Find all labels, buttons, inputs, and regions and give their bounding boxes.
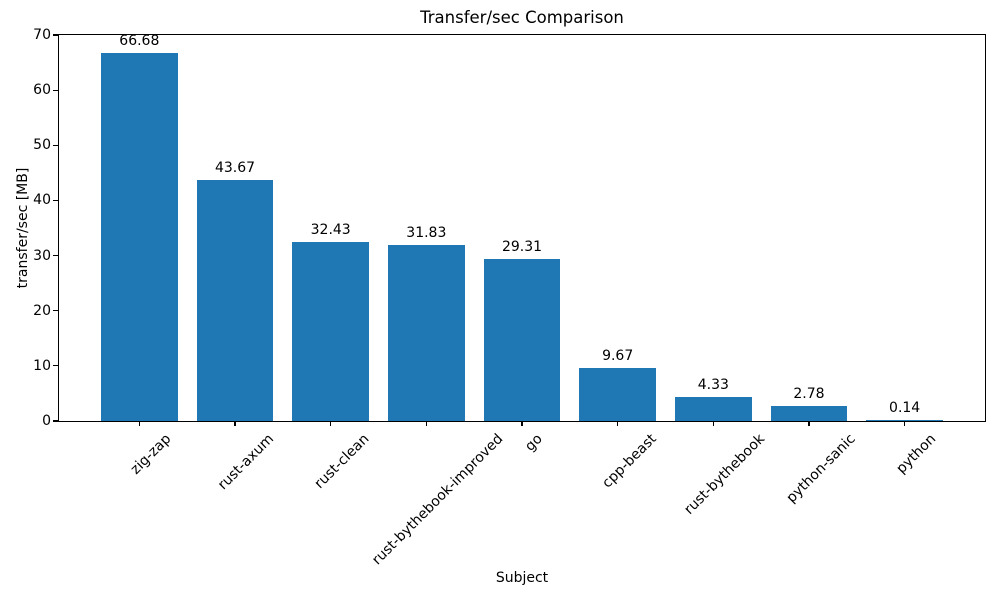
y-tick-label: 20 — [33, 302, 51, 319]
x-tick-mark — [808, 421, 810, 426]
x-tick-mark — [712, 421, 714, 426]
chart-title: Transfer/sec Comparison — [420, 8, 624, 27]
y-tick-mark — [53, 254, 58, 257]
x-tick-mark — [904, 421, 906, 426]
y-tick-label: 10 — [33, 357, 51, 374]
x-tick-mark — [617, 421, 619, 426]
bar — [388, 245, 465, 421]
bar-value-label: 66.68 — [119, 33, 160, 50]
y-tick-label: 40 — [33, 192, 51, 209]
x-axis-label: Subject — [495, 570, 549, 586]
y-tick-mark — [53, 144, 58, 146]
y-tick-label: 70 — [33, 27, 51, 43]
bar — [292, 242, 369, 421]
x-tick-mark — [521, 421, 523, 426]
x-tick-mark — [138, 421, 140, 426]
bar — [770, 405, 848, 421]
y-tick-label: 30 — [33, 247, 51, 264]
bar-value-label: 31.83 — [406, 225, 447, 242]
y-tick-mark — [53, 199, 58, 202]
y-tick-label: 50 — [33, 137, 51, 154]
x-tick-label: python — [893, 431, 940, 477]
bar-value-label: 9.67 — [602, 347, 634, 364]
x-tick-mark — [234, 421, 236, 426]
bar — [196, 180, 274, 421]
y-tick-label: 0 — [42, 413, 51, 429]
x-tick-label: rust-bythebook-improved — [369, 431, 507, 569]
bar-value-label: 29.31 — [501, 239, 543, 256]
x-tick-label: zig-zap — [127, 431, 175, 478]
x-tick-label: cpp-beast — [599, 431, 660, 492]
bar — [483, 259, 561, 421]
plot-area: Transfer/sec Comparison transfer/sec [MB… — [15, 8, 986, 586]
bar — [675, 397, 752, 421]
bar-value-label: 32.43 — [310, 222, 351, 239]
y-tick-mark — [53, 365, 58, 367]
bar-value-label: 0.14 — [889, 400, 921, 417]
x-tick-label: go — [522, 431, 546, 455]
bar-value-label: 4.33 — [697, 377, 729, 394]
x-tick-label: rust-clean — [311, 431, 373, 492]
x-tick-mark — [330, 421, 332, 426]
y-tick-mark — [53, 420, 58, 422]
bar — [579, 367, 656, 421]
y-tick-mark — [53, 89, 58, 91]
y-tick-mark — [53, 310, 58, 312]
y-tick-mark — [53, 34, 58, 36]
x-tick-label: rust-bythebook — [681, 431, 769, 518]
x-tick-label: python-sanic — [783, 431, 859, 507]
bar-value-label: 43.67 — [214, 160, 256, 177]
y-tick-label: 60 — [33, 82, 51, 99]
bar-value-label: 2.78 — [793, 385, 825, 402]
bar — [866, 420, 943, 421]
x-tick-mark — [425, 421, 427, 426]
bar — [101, 53, 178, 421]
x-tick-label: rust-axum — [215, 431, 278, 494]
